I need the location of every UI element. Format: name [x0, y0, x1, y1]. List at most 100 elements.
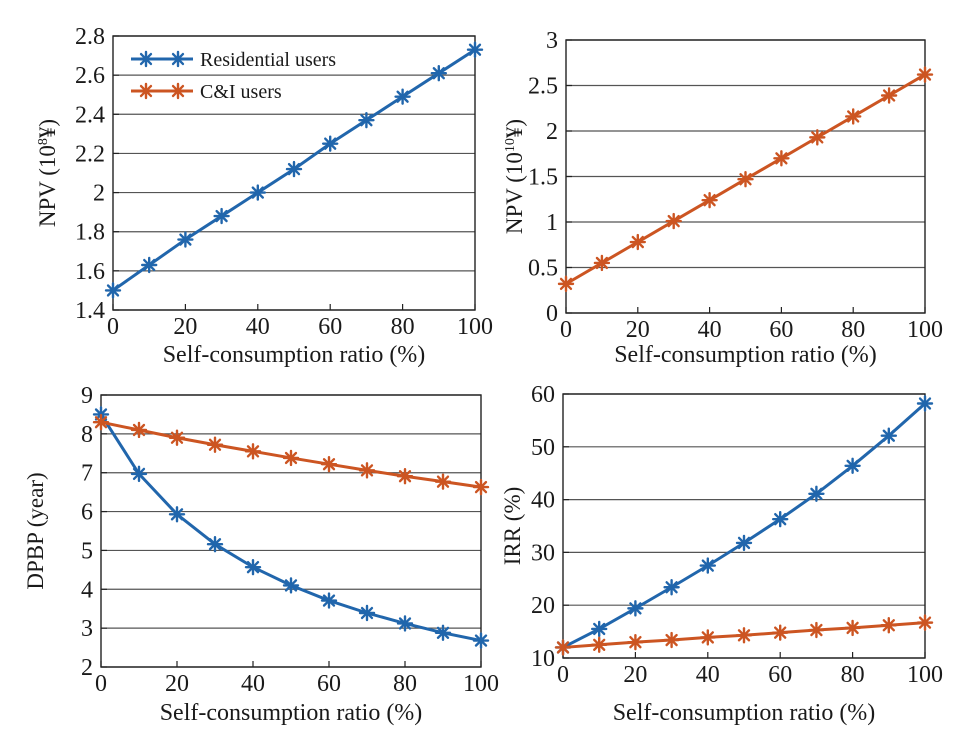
data-point-residential: [130, 465, 148, 483]
data-point-ci: [845, 108, 862, 125]
y-tick-label: 2.8: [75, 24, 105, 50]
x-tick-label: 80: [841, 662, 865, 688]
x-tick-label: 80: [391, 314, 415, 340]
x-tick-label: 60: [769, 317, 793, 343]
legend: Residential users C&I users: [131, 49, 336, 103]
y-tick-label: 2.4: [75, 102, 105, 128]
x-axis-label: Self-consumption ratio (%): [613, 700, 876, 726]
data-point-ci: [880, 87, 898, 104]
y-tick-label: 0.5: [528, 256, 558, 282]
data-point-residential: [244, 558, 262, 576]
legend-star-ci: [169, 82, 187, 100]
y-tick-label: 8: [81, 422, 93, 448]
x-axis-label: Self-consumption ratio (%): [163, 342, 426, 368]
data-point-residential: [394, 88, 411, 105]
x-tick-label: 40: [698, 317, 722, 343]
data-point-ci: [916, 66, 934, 83]
data-point-ci: [629, 233, 646, 251]
y-axis-label: NPV (108¥): [35, 119, 60, 227]
data-point-residential: [177, 231, 194, 248]
y-tick-label: 50: [531, 435, 555, 461]
y-tick-label: 1.8: [75, 220, 105, 246]
x-tick-label: 20: [165, 671, 189, 697]
data-point-ci: [701, 191, 718, 209]
data-point-residential: [320, 592, 338, 609]
x-tick-label: 20: [623, 662, 647, 688]
data-point-residential: [844, 457, 861, 475]
data-point-residential: [916, 395, 934, 412]
series-line-residential: [99, 413, 482, 643]
data-point-ci: [916, 614, 934, 631]
data-point-residential: [627, 600, 644, 617]
data-point-ci: [320, 455, 338, 473]
y-tick-label: 30: [531, 540, 555, 566]
y-axis-label: DPBP (year): [23, 472, 48, 589]
x-tick-label: 40: [241, 671, 265, 697]
x-tick-label: 80: [393, 671, 417, 697]
y-tick-label: 2.5: [528, 74, 558, 100]
x-tick-label: 100: [907, 662, 943, 688]
data-point-residential: [591, 620, 608, 638]
y-tick-label: 2: [93, 181, 105, 207]
y-tick-label: 2: [546, 119, 558, 145]
x-tick-label: 100: [463, 671, 499, 697]
x-tick-label: 0: [557, 662, 569, 688]
data-point-ci: [880, 617, 897, 634]
y-tick-label: 4: [81, 577, 93, 603]
data-point-residential: [322, 135, 339, 152]
data-point-ci: [591, 636, 608, 653]
y-tick-label: 7: [81, 461, 93, 487]
data-point-ci: [434, 473, 452, 490]
data-point-residential: [430, 64, 447, 82]
data-point-residential: [285, 160, 303, 178]
y-tick-label: 5: [81, 538, 93, 564]
y-tick-label: 3: [546, 28, 558, 54]
x-tick-label: 0: [107, 314, 119, 340]
x-tick-label: 0: [560, 317, 572, 343]
data-point-ci: [206, 436, 224, 453]
x-tick-label: 60: [318, 314, 342, 340]
y-tick-label: 2.6: [75, 63, 105, 89]
y-tick-label: 10: [531, 646, 555, 672]
data-point-residential: [808, 485, 825, 502]
legend-star-residential: [169, 50, 187, 68]
data-point-ci: [737, 171, 754, 188]
data-point-ci: [92, 414, 110, 431]
x-tick-label: 100: [457, 314, 493, 340]
chart-npv-ci: 0 0.5 1 1.5 2 2.5 3 0 20 40 60 80 100 Self-consumptio…: [502, 28, 943, 368]
data-point-residential: [772, 510, 789, 528]
data-point-residential: [213, 207, 230, 225]
y-tick-label: 9: [81, 383, 93, 409]
x-tick-label: 40: [246, 314, 270, 340]
data-point-residential: [735, 534, 753, 552]
data-point-ci: [735, 627, 753, 644]
data-point-ci: [665, 212, 682, 230]
data-point-ci: [809, 129, 826, 146]
data-point-residential: [168, 506, 186, 523]
y-tick-label: 20: [531, 593, 555, 619]
y-tick-label: 2: [81, 655, 93, 681]
x-axis-label: Self-consumption ratio (%): [614, 342, 877, 368]
y-axis-label: NPV (1010¥): [502, 119, 527, 234]
x-tick-label: 60: [768, 662, 792, 688]
data-point-residential: [140, 256, 158, 274]
data-point-ci: [244, 443, 262, 460]
data-point-ci: [396, 468, 414, 485]
y-tick-label: 2.2: [75, 141, 105, 167]
data-point-residential: [434, 624, 452, 642]
data-point-residential: [880, 427, 897, 444]
y-tick-label: 0: [546, 301, 558, 327]
data-point-residential: [249, 184, 266, 201]
data-point-residential: [358, 111, 375, 129]
x-tick-label: 60: [317, 671, 341, 697]
x-tick-label: 80: [841, 317, 865, 343]
x-axis-label: Self-consumption ratio (%): [160, 700, 423, 726]
y-tick-label: 1: [546, 210, 558, 236]
data-point-residential: [699, 557, 716, 574]
x-tick-label: 20: [626, 317, 650, 343]
y-tick-label: 60: [531, 382, 555, 408]
data-point-ci: [773, 150, 790, 167]
chart-irr: 10 20 30 40 50 60 0 20 40 60 80 100 Self-consumption…: [500, 382, 943, 726]
data-point-ci: [663, 631, 680, 649]
